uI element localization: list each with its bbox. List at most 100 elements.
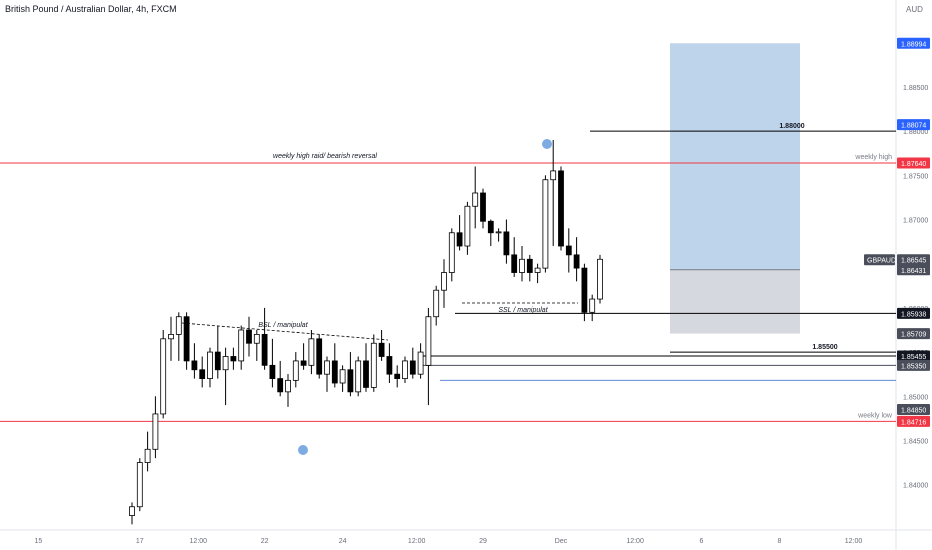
candle-body [558,170,564,247]
candle-body [456,232,463,247]
candle-body [160,338,167,415]
price-tag-label: 1.88994 [901,41,926,48]
candle-body [433,289,440,318]
x-tick-label: 24 [339,538,347,545]
candle-body [199,369,206,379]
y-tick-label: 1.88500 [903,85,928,92]
candle-body [238,329,245,362]
candle-body [261,334,268,366]
candle-body [292,360,299,381]
x-tick-label: 12:00 [408,538,426,545]
y-tick-label: 1.88000 [903,129,928,136]
x-tick-label: 6 [699,538,703,545]
currency-label: AUD [906,5,923,14]
annotation-weekly-low: weekly low [857,412,893,419]
candle-body [386,356,393,375]
candle-body [308,338,315,366]
hline-label: 1.85500 [812,344,837,351]
candle-body [472,192,479,207]
candle-body [339,369,346,384]
candle-body [565,245,572,256]
profit-zone [670,43,800,270]
price-tag [897,37,930,49]
symbol-tag [864,254,895,266]
x-tick-label: 17 [136,538,144,545]
candle-body [152,413,159,450]
price-tag-label: 1.85938 [901,311,926,318]
candle-body [269,364,276,379]
candle-body [191,360,198,371]
price-tag-label: 1.85455 [901,354,926,361]
x-tick-label: 12:00 [845,538,863,545]
price-tag-label: 1.88074 [901,123,926,130]
annotation-bsl: BSL / manipulat [258,322,308,329]
y-tick-label: 1.84500 [903,438,928,445]
annotation-ssl: SSL / manipulat [498,307,548,314]
candle-body [448,232,455,273]
price-tag [897,264,930,276]
y-tick-label: 1.87500 [903,173,928,180]
candle-body [207,351,213,379]
price-tag-label: 1.86545 [901,258,926,265]
bsl-dashed-line [181,322,389,341]
candle-body [230,356,237,362]
candle-body [394,373,401,379]
x-tick-label: 22 [261,538,269,545]
high-marker [542,139,552,149]
candle-body [277,378,284,393]
candle-body [503,231,510,256]
x-tick-label: Dec [555,538,568,545]
y-tick-label: 1.85000 [903,394,928,401]
x-tick-label: 29 [479,538,487,545]
x-tick-label: 12:00 [190,538,208,545]
price-tag-label: 1.84716 [901,419,926,426]
candle-body [355,360,362,393]
candle-body [214,351,221,371]
candle-body [402,360,408,379]
price-tag [897,415,930,427]
candle-body [285,379,291,393]
low-marker [298,445,308,455]
candle-body [129,506,135,516]
candle-body [526,258,533,273]
y-tick-label: 1.87000 [903,218,928,225]
candle-body [183,316,190,362]
x-tick-label: 8 [777,538,781,545]
candle-body [425,316,432,366]
loss-zone [670,269,800,334]
price-tag-label: 1.86431 [901,268,926,275]
price-tag [897,254,930,266]
price-tag-label: 1.87640 [901,161,926,168]
candle-body [378,342,385,357]
price-tag [897,328,930,340]
candle-body [253,334,260,344]
y-tick-label: 1.84000 [903,483,928,490]
price-tag [897,119,930,131]
candle-body [573,254,580,269]
candle-body [534,267,541,273]
x-tick-label: 15 [35,538,43,545]
candle-body [550,170,557,181]
candle-body [542,179,549,269]
candle-body [487,220,494,234]
price-tag-label: 1.85350 [901,363,926,370]
price-tag [897,359,930,371]
price-tag [897,350,930,362]
candle-body [144,448,151,463]
price-tag [897,157,930,169]
hline-label: 1.88000 [779,123,804,130]
x-tick-label: 12:00 [626,538,644,545]
candle-body [589,298,596,313]
price-tag [897,307,930,319]
candle-body [347,369,354,393]
candle-body [519,258,525,273]
chart-title: British Pound / Australian Dollar, 4h, F… [5,4,177,14]
candle-body [324,360,330,375]
price-tag-label: 1.85709 [901,332,926,339]
candle-body [597,258,603,300]
annotation-weekly-high: weekly high [854,154,892,161]
candle-body [370,342,377,388]
candle-body [316,338,323,375]
candle-body [222,356,229,371]
